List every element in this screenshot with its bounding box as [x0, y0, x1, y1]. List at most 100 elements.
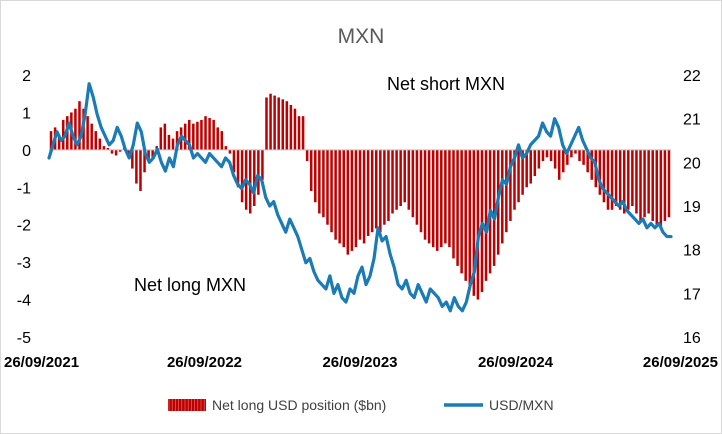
bar: [407, 149, 411, 210]
bar: [131, 149, 134, 169]
bar: [318, 149, 321, 214]
bar: [379, 149, 382, 233]
bar: [582, 149, 585, 165]
bar: [261, 149, 264, 180]
x-axis: 26/09/2021 26/09/2022 26/09/2023 26/09/2024…: [4, 354, 718, 371]
bar: [545, 149, 549, 158]
y-left-tick-label: -5: [17, 330, 31, 347]
y-left-tick-label: 2: [22, 68, 31, 85]
y-right-tick-label: 18: [683, 243, 701, 260]
bar: [285, 101, 289, 150]
bar: [431, 149, 435, 248]
bar: [139, 149, 142, 192]
bar: [464, 149, 467, 281]
bar: [427, 149, 431, 244]
bar: [622, 149, 626, 214]
bar: [562, 149, 565, 173]
bar: [484, 149, 488, 281]
bar: [102, 146, 106, 150]
bar: [212, 119, 215, 150]
bar: [492, 149, 496, 266]
bar: [240, 149, 244, 203]
bar: [358, 149, 362, 240]
bar: [468, 149, 472, 289]
bar: [362, 149, 366, 244]
bar: [228, 149, 232, 154]
bar: [273, 95, 276, 150]
bar: [557, 149, 561, 180]
bar: [509, 149, 512, 221]
bar: [277, 97, 280, 150]
bar: [602, 149, 606, 203]
bar: [183, 123, 187, 150]
bar: [533, 149, 537, 177]
y-right-tick-label: 19: [683, 199, 701, 216]
bar: [663, 149, 667, 221]
bar: [248, 149, 252, 214]
annotation-net-short: Net short MXN: [387, 74, 505, 94]
bar: [106, 147, 110, 150]
bar: [326, 149, 329, 225]
bar: [566, 149, 569, 165]
bar: [391, 149, 394, 214]
bar: [159, 127, 163, 150]
x-tick-label: 26/09/2023: [322, 354, 397, 371]
bar: [220, 131, 224, 150]
bar: [440, 149, 443, 248]
y-right-tick-label: 16: [683, 330, 701, 347]
bar: [655, 149, 659, 225]
bar: [118, 149, 122, 152]
bar: [253, 149, 256, 206]
legend: Net long USD position ($bn) USD/MXN: [168, 397, 554, 413]
bar: [452, 149, 455, 259]
bar: [395, 149, 398, 210]
bar: [61, 119, 65, 150]
bar: [415, 149, 419, 225]
legend-line-label: USD/MXN: [489, 397, 554, 413]
bar: [301, 116, 305, 150]
bar: [200, 119, 203, 150]
bar: [86, 116, 89, 150]
bar: [529, 149, 532, 184]
bar: [635, 149, 638, 214]
bar: [163, 123, 167, 150]
bar: [501, 149, 504, 244]
bar: [366, 149, 370, 236]
bar: [667, 149, 671, 218]
bar: [354, 149, 358, 248]
bar: [541, 149, 545, 162]
bar: [167, 134, 171, 150]
bar: [338, 149, 341, 244]
bar: [574, 149, 577, 154]
bar: [521, 149, 524, 195]
y-right-tick-label: 20: [683, 155, 701, 172]
bar: [480, 149, 484, 293]
bar: [411, 149, 415, 218]
bar: [94, 131, 98, 150]
bar: [350, 149, 354, 251]
bar: [525, 149, 528, 188]
bar: [49, 131, 53, 150]
bar: [399, 149, 402, 206]
bar: [435, 149, 439, 251]
bar: [305, 149, 309, 162]
bar: [196, 121, 199, 150]
bar: [456, 149, 459, 266]
y-right-tick-label: 22: [683, 68, 701, 85]
bar: [330, 149, 333, 233]
y-right-tick-label: 21: [683, 112, 701, 129]
bar: [513, 149, 516, 210]
bar: [370, 149, 374, 233]
legend-bar-swatch: [168, 399, 206, 411]
bar: [570, 149, 573, 158]
bar: [114, 149, 118, 156]
bar: [98, 138, 102, 150]
bar: [639, 149, 642, 221]
bar: [423, 149, 427, 240]
bar: [151, 149, 154, 158]
bar: [375, 149, 378, 229]
x-tick-label: 26/09/2021: [4, 354, 79, 371]
bar: [293, 108, 297, 150]
